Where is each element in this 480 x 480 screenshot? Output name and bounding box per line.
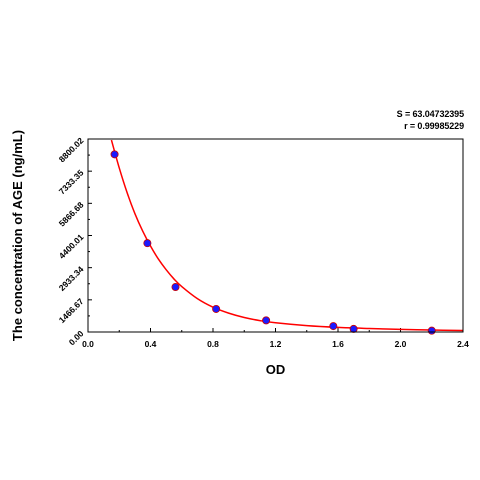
x-tick-label: 0.4: [145, 339, 157, 349]
x-tick-label: 0.0: [82, 339, 94, 349]
y-axis-tick-labels: 0.001466.672933.344400.015866.687333.358…: [57, 135, 86, 347]
r-value-label: r = 0.99985229: [404, 121, 464, 131]
data-point: [427, 326, 436, 335]
data-point: [349, 324, 358, 333]
y-tick-label: 1466.67: [57, 296, 86, 325]
x-tick-label: 1.2: [270, 339, 282, 349]
s-value-label: S = 63.04732395: [396, 109, 464, 119]
data-point: [329, 322, 338, 331]
y-axis-ticks: [88, 138, 92, 333]
data-point: [212, 304, 221, 313]
x-tick-label: 2.4: [457, 339, 469, 349]
x-tick-label: 1.6: [332, 339, 344, 349]
x-tick-label: 0.8: [207, 339, 219, 349]
x-axis-tick-labels: 0.0 0.4 0.8 1.2 1.6 2.0 2.4: [82, 339, 469, 349]
fit-curve-line: [110, 139, 464, 332]
data-points: [110, 150, 436, 335]
data-point: [143, 239, 152, 248]
y-tick-label: 5866.68: [57, 200, 86, 229]
x-axis-title: OD: [266, 362, 286, 377]
fit-statistics: S = 63.04732395 r = 0.99985229: [397, 108, 464, 132]
data-point: [262, 316, 271, 325]
data-point: [110, 150, 119, 159]
plot-area-frame: [87, 138, 464, 333]
y-tick-label: 2933.34: [57, 264, 86, 293]
y-tick-label: 8800.02: [57, 135, 86, 164]
y-tick-label: 7333.35: [57, 167, 86, 196]
y-tick-label: 4400.01: [57, 232, 86, 261]
y-axis-title: The concentration of AGE (ng/mL): [10, 130, 25, 341]
data-point: [171, 283, 180, 292]
x-tick-label: 2.0: [395, 339, 407, 349]
